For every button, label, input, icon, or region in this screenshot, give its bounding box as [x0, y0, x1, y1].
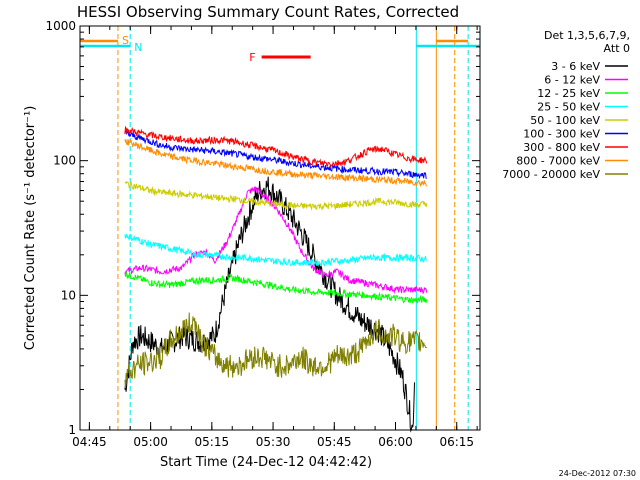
legend-label-7000-20000-kev: 7000 - 20000 keV	[502, 168, 600, 181]
x-axis-label: Start Time (24-Dec-12 04:42:42)	[160, 455, 372, 470]
series-7000-20000-kev-line	[124, 312, 427, 389]
x-tick-label: 05:45	[317, 435, 352, 449]
x-tick-label: 05:00	[133, 435, 168, 449]
legend-label-300-800-kev: 300 - 800 keV	[523, 141, 600, 154]
x-axis: 04:45 05:00 05:15 05:30 05:45 06:00 06:15	[72, 26, 478, 449]
legend-header-line-2: Att 0	[604, 42, 630, 55]
series-12-25-kev-line	[124, 271, 428, 304]
series-800-7000-kev-line	[124, 138, 428, 188]
y-tick-label: 100	[53, 154, 76, 168]
legend-header-line-1: Det 1,3,5,6,7,9,	[544, 29, 630, 42]
legend-label-3-6-kev: 3 - 6 keV	[551, 60, 600, 73]
series-25-50-kev-line	[124, 233, 427, 268]
plot-frame	[79, 25, 481, 431]
series-100-300-kev-line	[124, 130, 427, 180]
flare-marker-label: F	[249, 51, 255, 64]
y-tick-label: 1	[68, 423, 76, 437]
y-axis: 1 10 100 1000	[45, 19, 480, 437]
x-tick-label: 05:15	[195, 435, 230, 449]
legend-label-100-300-kev: 100 - 300 keV	[523, 128, 600, 141]
y-tick-label: 10	[61, 288, 76, 302]
x-tick-label: 06:00	[378, 435, 413, 449]
series-3-6-kev-line	[124, 176, 415, 433]
marker-label-s: S	[122, 34, 129, 47]
series-50-100-kev-line	[124, 180, 428, 211]
legend-label-800-7000-kev: 800 - 7000 keV	[516, 155, 600, 168]
legend-label-12-25-kev: 12 - 25 keV	[537, 87, 600, 100]
y-axis-label: Corrected Count Rate (s⁻¹ detector⁻¹)	[23, 106, 38, 351]
legend-label-25-50-kev: 25 - 50 keV	[537, 101, 600, 114]
x-tick-label: 06:15	[439, 435, 474, 449]
legend-label-50-100-kev: 50 - 100 keV	[530, 114, 600, 127]
series-6-12-kev-line	[124, 185, 428, 295]
x-tick-label: 05:30	[256, 435, 291, 449]
footer-timestamp: 24-Dec-2012 07:30	[559, 469, 636, 478]
legend-label-6-12-kev: 6 - 12 keV	[544, 74, 600, 87]
x-tick-label: 04:45	[72, 435, 107, 449]
chart-title: HESSI Observing Summary Count Rates, Cor…	[77, 3, 459, 21]
series-300-800-kev-line	[124, 125, 428, 168]
marker-label-n: N	[134, 41, 142, 54]
y-tick-label: 1000	[45, 19, 76, 33]
plot-area: SN F	[80, 26, 480, 433]
